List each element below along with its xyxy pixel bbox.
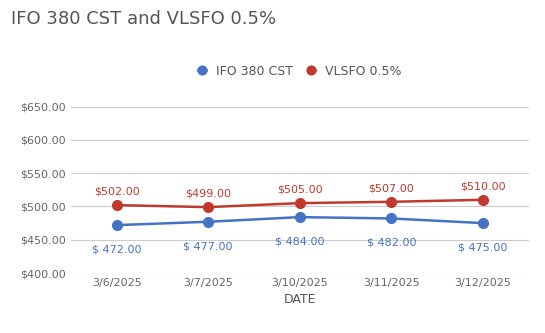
Text: $510.00: $510.00 <box>460 181 506 191</box>
VLSFO 0.5% <box>113 203 120 207</box>
IFO 380 CST <box>296 215 303 219</box>
VLSFO 0.5% <box>388 200 395 204</box>
Text: $505.00: $505.00 <box>277 185 323 195</box>
Line: IFO 380 CST: IFO 380 CST <box>112 212 488 230</box>
IFO 380 CST <box>205 220 211 224</box>
IFO 380 CST <box>388 216 395 220</box>
Text: $499.00: $499.00 <box>185 189 231 199</box>
Text: $502.00: $502.00 <box>94 187 140 197</box>
IFO 380 CST <box>113 223 120 227</box>
Legend: IFO 380 CST, VLSFO 0.5%: IFO 380 CST, VLSFO 0.5% <box>193 60 407 83</box>
X-axis label: DATE: DATE <box>283 293 316 306</box>
Text: IFO 380 CST and VLSFO 0.5%: IFO 380 CST and VLSFO 0.5% <box>11 10 276 28</box>
IFO 380 CST <box>480 221 486 225</box>
Text: $ 482.00: $ 482.00 <box>367 238 416 248</box>
VLSFO 0.5% <box>480 198 486 202</box>
Text: $ 477.00: $ 477.00 <box>184 241 233 251</box>
Text: $ 472.00: $ 472.00 <box>92 244 141 254</box>
Text: $507.00: $507.00 <box>368 183 414 193</box>
VLSFO 0.5% <box>205 205 211 209</box>
Line: VLSFO 0.5%: VLSFO 0.5% <box>112 195 488 212</box>
Text: $ 484.00: $ 484.00 <box>275 236 324 246</box>
VLSFO 0.5% <box>296 201 303 205</box>
Text: $ 475.00: $ 475.00 <box>458 242 507 252</box>
